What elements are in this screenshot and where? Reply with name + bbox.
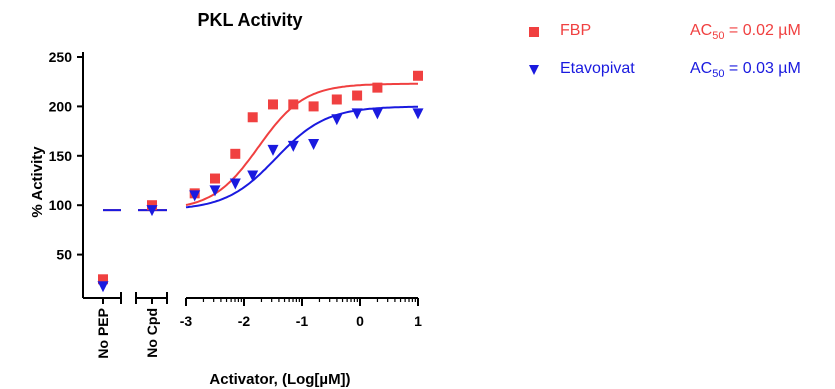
y-tick-label-100: 100 <box>49 197 73 213</box>
data-point-1-3 <box>247 170 259 182</box>
x-tick-label--2: -2 <box>238 313 251 329</box>
data-point-1-0 <box>189 190 201 202</box>
chart-title: PKL Activity <box>197 10 302 30</box>
data-point-0-3 <box>247 112 258 123</box>
x-tick-label--1: -1 <box>296 313 309 329</box>
data-point-0-1 <box>210 173 220 184</box>
data-point-0-7 <box>331 94 342 105</box>
control-point-1-0 <box>97 281 109 293</box>
y-tick-label-50: 50 <box>56 247 72 263</box>
ac50-etavopivat-value: = 0.03 µM <box>724 60 801 77</box>
data-point-0-8 <box>352 90 363 101</box>
y-axis-label: % Activity <box>29 146 46 218</box>
ac50-etavopivat-label: AC <box>690 60 713 77</box>
data-point-1-1 <box>209 185 221 197</box>
x-tick-label-1: 1 <box>414 313 422 329</box>
triangle-down-marker-icon <box>529 65 539 75</box>
y-tick-label-250: 250 <box>49 49 73 65</box>
legend-label-etavopivat: Etavopivat <box>560 60 635 77</box>
data-points <box>97 70 424 293</box>
data-point-0-9 <box>372 82 383 93</box>
data-point-1-10 <box>412 108 424 120</box>
control-point-0-0 <box>98 274 108 285</box>
ac50-fbp-sub: 50 <box>712 30 725 43</box>
fit-curve-0 <box>185 82 418 206</box>
ac50-etavopivat: AC50 = 0.03 µM <box>690 60 801 80</box>
ac50-fbp-label: AC <box>690 22 713 39</box>
square-marker-icon <box>529 27 539 37</box>
ac50-fbp: AC50 = 0.02 µM <box>690 22 801 42</box>
data-point-0-10 <box>413 70 423 81</box>
y-tick-label-150: 150 <box>49 148 73 164</box>
data-point-1-2 <box>229 178 241 190</box>
data-point-0-6 <box>308 101 319 112</box>
data-point-1-5 <box>287 140 299 152</box>
x-tick-label-0: 0 <box>356 313 364 329</box>
data-point-1-8 <box>351 108 363 120</box>
data-point-1-4 <box>267 144 279 156</box>
axes: 50 100 150 200 250 No PEP No Cpd -3 -2 -1 0 1 <box>49 49 422 359</box>
x-axis-label: Activator, (Log[µM]) <box>209 371 350 388</box>
data-point-1-6 <box>308 138 320 150</box>
fit-curves <box>103 82 418 212</box>
fit-curve-1 <box>185 105 418 209</box>
legend-label-fbp: FBP <box>560 22 592 39</box>
data-point-1-7 <box>331 114 343 126</box>
data-point-0-5 <box>288 99 299 110</box>
y-tick-label-200: 200 <box>49 98 73 114</box>
ac50-fbp-value: = 0.02 µM <box>724 22 801 39</box>
data-point-0-2 <box>230 148 241 159</box>
data-point-1-9 <box>371 108 383 120</box>
control-label-1: No Cpd <box>144 308 160 358</box>
control-label-0: No PEP <box>95 308 111 359</box>
ac50-etavopivat-sub: 50 <box>712 68 725 81</box>
control-point-1-1 <box>146 205 158 217</box>
x-tick-label--3: -3 <box>180 313 193 329</box>
data-point-0-4 <box>268 99 278 110</box>
